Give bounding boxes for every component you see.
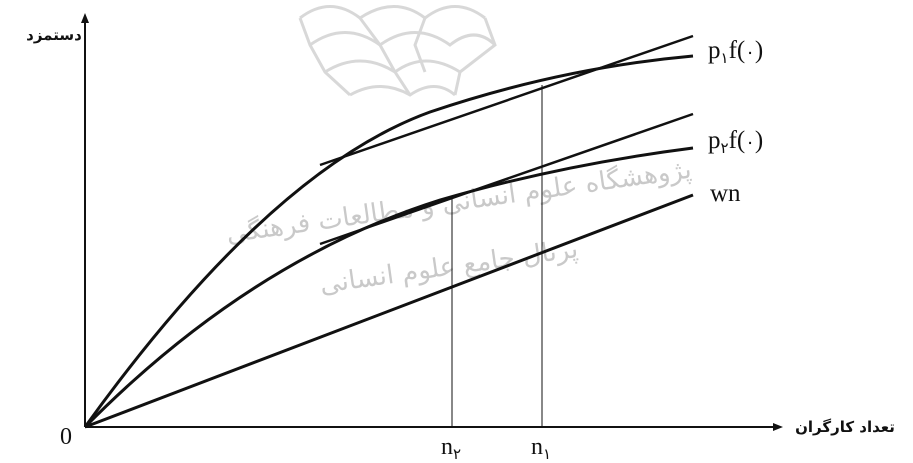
tangent-at-n2 xyxy=(319,112,694,246)
p2f0-label: p۲f(۰) xyxy=(708,127,763,157)
n2-tick-label: n۲ xyxy=(441,434,461,463)
watermark-emblem xyxy=(298,5,497,97)
wn-label: wn xyxy=(710,180,741,207)
p2-production-curve xyxy=(83,146,694,429)
origin-label: 0 xyxy=(60,424,72,450)
tangent-at-n1 xyxy=(319,34,694,167)
p1f0-label: p۱f(۰) xyxy=(708,37,763,67)
wn-line xyxy=(84,193,694,429)
y-axis-label: دستمزد xyxy=(26,26,82,44)
n1-tick-label: n۱ xyxy=(531,434,551,463)
p1-production-curve xyxy=(83,54,694,428)
watermark-line-2: پرتال جامع علوم انسانی xyxy=(318,234,580,300)
watermark-line-1: پژوهشگاه علوم انسانی و مطالعات فرهنگی xyxy=(224,154,693,250)
x-axis-label: تعداد کارگران xyxy=(795,418,895,436)
